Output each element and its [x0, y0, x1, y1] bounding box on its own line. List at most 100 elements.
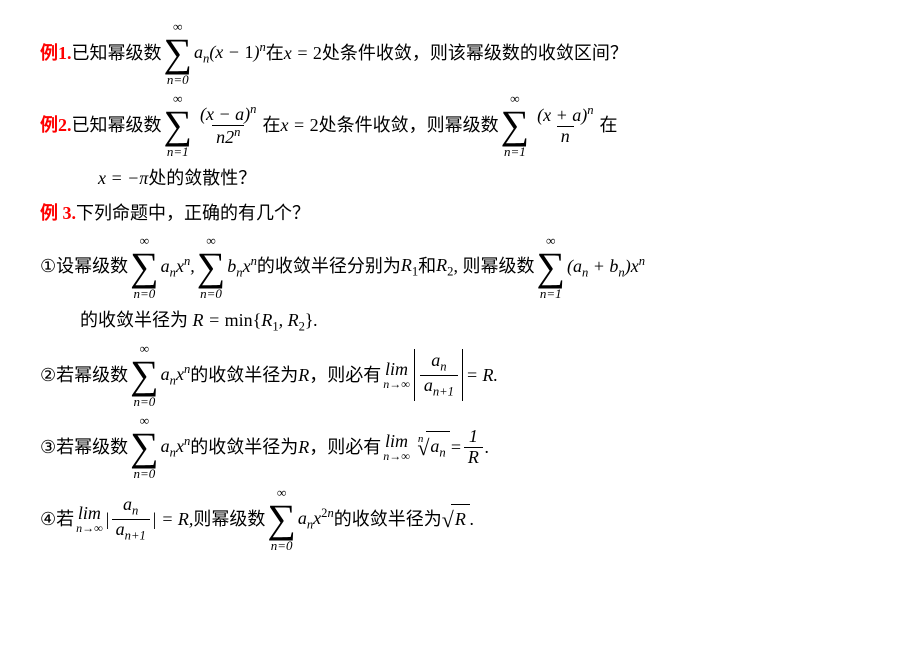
lim-label: lim: [385, 360, 408, 378]
p1-sumA: ∞ ∑ n=0: [130, 234, 159, 300]
ex2-frac2-den: n: [557, 126, 574, 147]
sigma-icon: ∑: [130, 355, 159, 395]
ex3-t1: 下列命题中，正确的有几个？: [76, 199, 310, 228]
ex2-cond: x = 2: [280, 111, 318, 140]
prop-2: ② 若幂级数 ∞ ∑ n=0 anxn 的收敛半径为 R ，则必有 lim n→…: [40, 342, 864, 408]
p1-sumB: ∞ ∑ n=0: [197, 234, 226, 300]
sigma-icon: ∑: [164, 33, 193, 73]
p1-t4: , 则幂级数: [453, 252, 534, 281]
p3-frac: 1 R: [464, 427, 483, 468]
sigma-icon: ∑: [501, 105, 530, 145]
p4-frac-num: an: [119, 495, 142, 518]
p2-sum-bot: n=0: [134, 395, 156, 408]
p2-R: R: [298, 361, 309, 390]
p1-t2: 的收敛半径分别为: [257, 252, 401, 281]
root-degree: n: [418, 431, 424, 449]
p3-dot: .: [485, 433, 490, 462]
sigma-icon: ∑: [164, 105, 193, 145]
p3-eq: =: [450, 433, 462, 462]
ex2-sum2-bot: n=1: [504, 145, 526, 158]
p3-circ: ③: [40, 433, 56, 462]
sigma-icon: ∑: [197, 247, 226, 287]
example-2-line1: 例2. 已知幂级数 ∞ ∑ n=1 (x − a)n n2n 在 x = 2 处…: [40, 92, 864, 158]
ex2-t1: 已知幂级数: [72, 111, 162, 140]
p1-termB: bnxn: [227, 251, 257, 283]
p2-frac-num: an: [427, 351, 450, 374]
p1-sumB-bot: n=0: [200, 287, 222, 300]
p3-root: n √ an: [412, 430, 450, 465]
p1-r2: R2: [436, 251, 453, 282]
ex2-t4: 在: [600, 111, 618, 140]
example-1: 例1. 已知幂级数 ∞ ∑ n=0 an(x − 1)n 在 x = 2 处条件…: [40, 20, 864, 86]
lim-sub: n→∞: [76, 522, 103, 534]
p3-frac-den: R: [464, 447, 483, 468]
p1-sumA-bot: n=0: [134, 287, 156, 300]
example-3: 例 3. 下列命题中，正确的有几个？: [40, 199, 864, 228]
lim-label: lim: [78, 504, 101, 522]
p3-lim: lim n→∞: [383, 432, 410, 462]
p2-frac-den: an+1: [420, 375, 458, 399]
ex1-label: 例1.: [40, 39, 72, 68]
p3-t3: ，则必有: [309, 433, 381, 462]
ex2-sum2: ∞ ∑ n=1: [501, 92, 530, 158]
lim-sub: n→∞: [383, 450, 410, 462]
p2-t1: 若幂级数: [56, 361, 128, 390]
ex1-t2: 在: [266, 39, 284, 68]
ex1-sum-bot: n=0: [167, 73, 189, 86]
p2-t3: ，则必有: [309, 361, 381, 390]
p3-radicand: an: [426, 431, 449, 463]
ex2-t2: 在: [262, 111, 280, 140]
p3-sum-bot: n=0: [134, 467, 156, 480]
p1-line2: 的收敛半径为 R = min{R1, R2}.: [80, 306, 318, 337]
sigma-icon: ∑: [130, 427, 159, 467]
p4-lim: lim n→∞: [76, 504, 103, 534]
p2-t2: 的收敛半径为: [190, 361, 298, 390]
ex2-line2-b: 处的敛散性？: [148, 164, 256, 193]
p4-bar-l: |: [105, 505, 110, 534]
p2-term: anxn: [161, 359, 191, 391]
ex2-frac1-num: (x − a)n: [196, 103, 260, 125]
p1-termA: anxn: [161, 251, 191, 283]
p2-abs: an an+1: [412, 349, 466, 401]
p4-eqR: | = R,: [152, 505, 194, 534]
lim-label: lim: [385, 432, 408, 450]
p4-term: anx2n: [298, 503, 334, 535]
ex2-frac1-den: n2n: [212, 125, 244, 148]
lim-sub: n→∞: [383, 378, 410, 390]
p1-sumC: ∞ ∑ n=1: [536, 234, 565, 300]
ex1-t3: 处条件收敛，则该幂级数的收敛区间？: [322, 39, 628, 68]
p4-sum-bot: n=0: [271, 539, 293, 552]
p2-frac: an an+1: [420, 351, 458, 399]
example-2-line2: x = −π 处的敛散性？: [40, 164, 864, 193]
abs-bar-icon: [462, 349, 464, 401]
p2-eq: = R.: [466, 361, 498, 390]
sigma-icon: ∑: [267, 499, 296, 539]
ex3-label: 例 3.: [40, 199, 76, 228]
p3-sum: ∞ ∑ n=0: [130, 414, 159, 480]
ex2-frac1: (x − a)n n2n: [196, 103, 260, 148]
ex2-frac2: (x + a)n n: [533, 104, 597, 147]
p2-lim: lim n→∞: [383, 360, 410, 390]
p3-frac-num: 1: [465, 427, 482, 447]
ex2-line2-a: x = −π: [98, 164, 148, 193]
p1-r1: R1: [401, 251, 418, 282]
p3-t2: 的收敛半径为: [190, 433, 298, 462]
p3-t1: 若幂级数: [56, 433, 128, 462]
ex2-label: 例2.: [40, 111, 72, 140]
p4-frac: an an+1: [112, 495, 150, 543]
abs-bar-icon: [414, 349, 416, 401]
p3-R: R: [298, 433, 309, 462]
p2-sum: ∞ ∑ n=0: [130, 342, 159, 408]
p1-comma: ,: [190, 252, 195, 281]
ex1-sum: ∞ ∑ n=0: [164, 20, 193, 86]
ex1-cond: x = 2: [284, 39, 322, 68]
ex2-sum1-bot: n=1: [167, 145, 189, 158]
p1-t1: 设幂级数: [56, 252, 128, 281]
sigma-icon: ∑: [536, 247, 565, 287]
p1-sumC-bot: n=1: [540, 287, 562, 300]
p4-circ: ④: [40, 505, 56, 534]
prop-3: ③ 若幂级数 ∞ ∑ n=0 anxn 的收敛半径为 R ，则必有 lim n→…: [40, 414, 864, 480]
ex2-t3: 处条件收敛，则幂级数: [319, 111, 499, 140]
ex2-sum1: ∞ ∑ n=1: [164, 92, 193, 158]
prop-1-line1: ① 设幂级数 ∞ ∑ n=0 anxn , ∞ ∑ n=0 bnxn 的收敛半径…: [40, 234, 864, 300]
